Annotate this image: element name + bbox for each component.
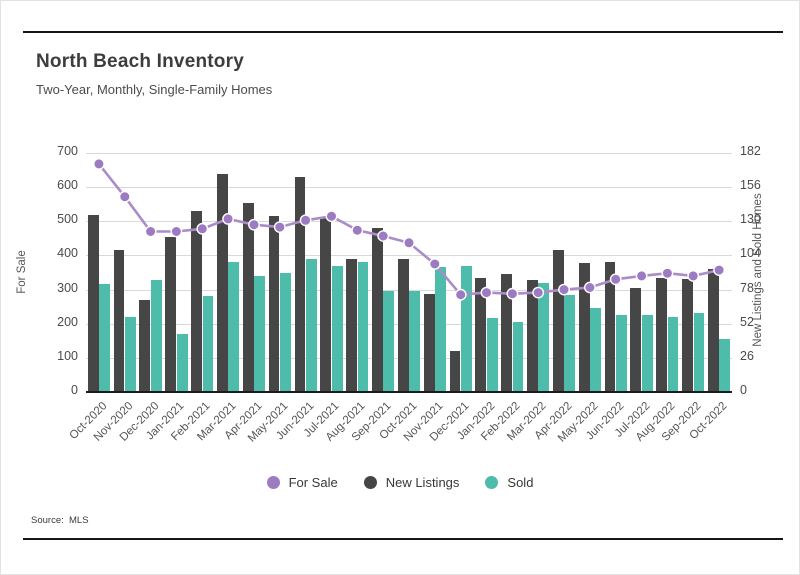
bar-new-listings <box>217 174 228 392</box>
bar-new-listings <box>707 268 719 392</box>
bar-new-listings <box>242 202 254 392</box>
bar-new-listings <box>501 273 513 392</box>
bar-new-listings <box>320 217 332 392</box>
bar-sold <box>254 276 266 392</box>
bar-new-listings <box>552 250 564 392</box>
gridline <box>86 357 732 359</box>
for-sale-point <box>92 157 105 170</box>
bar-sold <box>305 259 317 392</box>
for-sale-point <box>351 224 364 237</box>
right-axis-tick-label: 26 <box>740 348 754 363</box>
for-sale-point <box>170 225 183 238</box>
bar-new-listings <box>87 214 99 392</box>
bar-new-listings <box>604 262 616 392</box>
bar-new-listings <box>578 263 590 392</box>
left-axis-tick-label: 300 <box>57 280 78 295</box>
left-axis-tick-label: 100 <box>57 348 78 363</box>
bar-sold <box>719 339 731 392</box>
gridline <box>86 153 732 154</box>
bar-new-listings <box>527 280 538 392</box>
bar-sold <box>486 318 498 392</box>
bar-sold <box>150 280 162 392</box>
gridline <box>86 187 732 189</box>
bar-new-listings <box>139 300 151 392</box>
legend-item-for-sale: For Sale <box>266 475 338 490</box>
bottom-divider <box>23 538 783 540</box>
bar-sold <box>409 290 421 392</box>
bar-sold <box>538 283 550 392</box>
bar-new-listings <box>294 176 306 392</box>
legend-swatch-icon <box>266 476 280 489</box>
bar-sold <box>590 307 601 392</box>
bar-sold <box>667 317 679 392</box>
right-axis-tick-label: 104 <box>740 246 761 261</box>
bar-new-listings <box>191 210 202 392</box>
legend-label: For Sale <box>288 475 338 490</box>
for-sale-point <box>144 225 157 238</box>
gridline <box>86 323 732 325</box>
bar-sold <box>460 265 472 392</box>
bar-sold <box>125 317 136 392</box>
bar-new-listings <box>449 351 461 392</box>
for-sale-point <box>635 270 648 282</box>
bar-sold <box>641 314 653 392</box>
bar-new-listings <box>630 288 642 392</box>
bar-sold <box>176 334 188 392</box>
bar-sold <box>331 265 343 392</box>
bar-new-listings <box>268 216 280 392</box>
chart-title: North Beach Inventory <box>36 51 244 72</box>
bar-new-listings <box>423 293 435 392</box>
chart-subtitle: Two-Year, Monthly, Single-Family Homes <box>36 82 273 97</box>
left-axis-tick-label: 700 <box>57 144 78 158</box>
left-axis-tick-label: 500 <box>57 212 78 227</box>
source-note: Source: MLS <box>31 515 89 526</box>
legend-swatch-icon <box>485 476 499 489</box>
right-axis-tick-label: 0 <box>740 383 747 397</box>
gridline <box>86 221 732 223</box>
bar-sold <box>616 314 627 392</box>
legend-item-new-listings: New Listings <box>363 475 460 490</box>
for-sale-point <box>118 190 131 203</box>
for-sale-point <box>403 236 415 249</box>
right-axis-tick-label: 78 <box>740 280 754 295</box>
legend: For Sale New Listings Sold <box>1 475 799 490</box>
bar-sold <box>280 272 291 392</box>
right-axis-tick-label: 52 <box>740 314 754 329</box>
bar-sold <box>693 313 705 392</box>
legend-item-sold: Sold <box>485 475 533 490</box>
bar-sold <box>383 290 395 392</box>
legend-label: New Listings <box>385 475 460 490</box>
bar-new-listings <box>397 259 409 392</box>
bar-sold <box>435 267 446 392</box>
legend-label: Sold <box>507 475 534 490</box>
left-axis-tick-label: 200 <box>57 314 78 329</box>
left-axis-tick-label: 400 <box>57 246 78 261</box>
bar-sold <box>99 284 110 392</box>
x-axis-line <box>86 391 732 393</box>
bar-new-listings <box>475 277 487 392</box>
bar-sold <box>202 296 214 392</box>
bar-new-listings <box>113 250 125 392</box>
bar-new-listings <box>656 277 668 392</box>
right-axis-tick-label: 130 <box>740 212 761 227</box>
legend-swatch-icon <box>363 476 377 489</box>
bar-new-listings <box>165 237 177 392</box>
right-axis-tick-label: 182 <box>740 144 761 158</box>
gridline <box>86 255 732 257</box>
bar-new-listings <box>346 259 357 392</box>
bar-new-listings <box>682 279 693 392</box>
bar-new-listings <box>372 227 383 392</box>
left-axis-tick-label: 600 <box>57 178 78 193</box>
bar-sold <box>357 262 369 392</box>
bar-sold <box>228 262 240 392</box>
bar-sold <box>564 294 576 392</box>
bar-sold <box>512 322 524 392</box>
left-axis-tick-label: 0 <box>71 383 78 397</box>
plot-area: 0 0 100 26 200 52 300 78 400 104 500 130 600 156 700 18… <box>57 144 761 445</box>
right-axis-tick-label: 156 <box>740 178 761 193</box>
top-divider <box>23 31 783 33</box>
